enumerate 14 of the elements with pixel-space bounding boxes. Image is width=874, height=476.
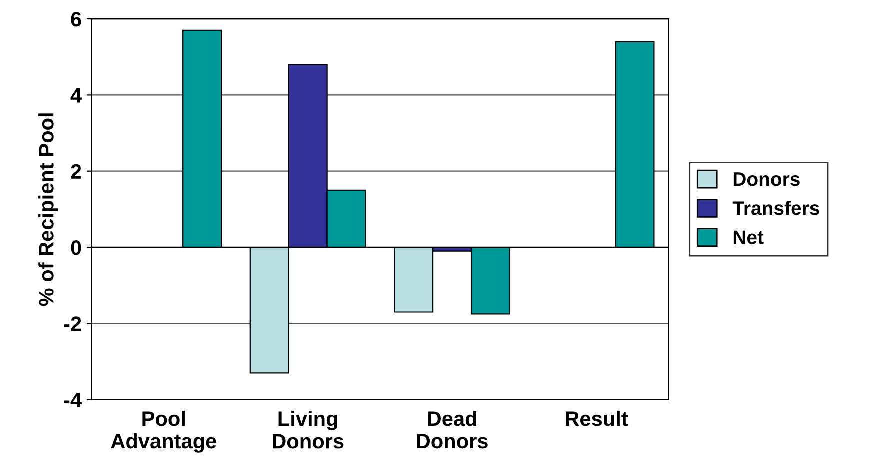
x-tick-label: Dead Donors: [417, 410, 488, 449]
y-tick-label: 0: [71, 240, 82, 256]
y-tick-label: -2: [64, 316, 82, 332]
y-tick-label: 4: [70, 88, 82, 103]
y-tick-label: 2: [71, 164, 82, 179]
legend-label: Donors: [734, 172, 800, 186]
x-tick-label: Result: [566, 410, 628, 426]
x-tick-label: Living Donors: [273, 410, 344, 449]
legend-label: Net: [734, 230, 764, 244]
y-tick-label: 6: [71, 12, 82, 27]
x-tick-label: Pool Advantage: [111, 410, 216, 453]
y-axis-title: % of Recipient Pool: [38, 114, 58, 306]
legend-label: Transfers: [732, 201, 820, 216]
y-tick-label: -4: [64, 393, 82, 408]
